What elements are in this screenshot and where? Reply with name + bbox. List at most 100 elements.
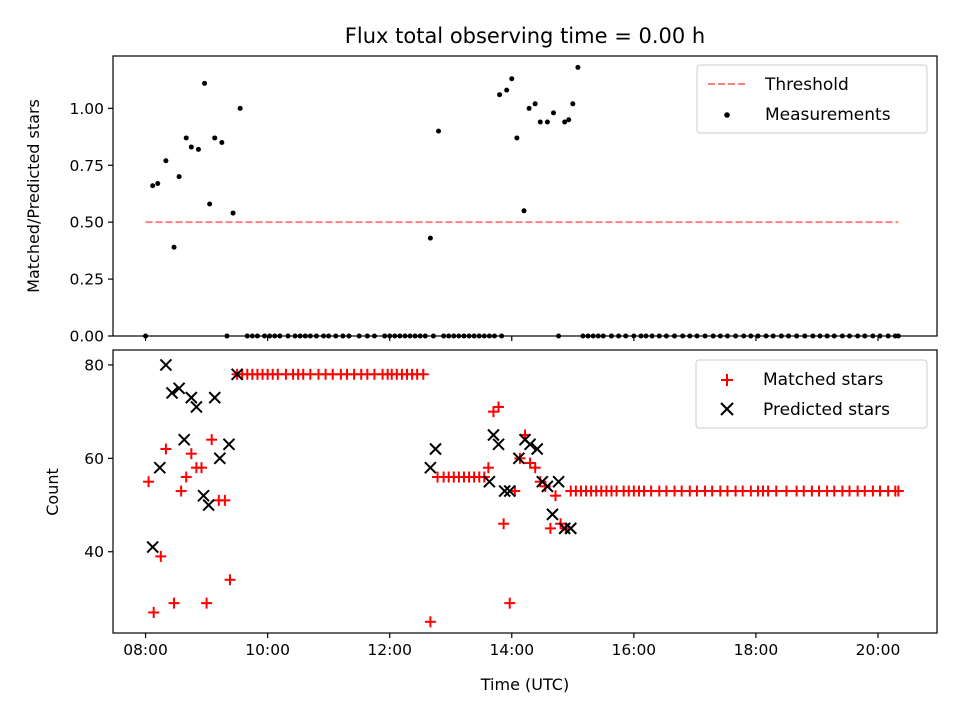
predicted-stars-point	[159, 358, 173, 372]
x-tick-label: 10:00	[245, 641, 290, 659]
predicted-stars-point	[564, 522, 577, 535]
bottom-panel: 08:00 10:00 12:00 14:00 16:00 18:00 20:00 40 60 8…	[43, 349, 938, 694]
measurements-point	[202, 80, 208, 86]
measurements-point	[183, 135, 189, 141]
predicted-stars-point	[429, 442, 442, 456]
y-tick-label: 0.50	[69, 214, 104, 232]
measurements-point	[237, 105, 243, 111]
measurements-point	[570, 101, 576, 107]
measurements-point	[219, 140, 225, 146]
predicted-stars-point	[230, 368, 244, 381]
matched-stars-point	[196, 462, 208, 474]
matched-stars-point	[417, 368, 429, 380]
predicted-stars-point	[541, 480, 554, 493]
measurements-point	[150, 183, 156, 189]
matched-stars-point	[201, 597, 213, 609]
predicted-stars-point	[197, 489, 210, 502]
y-tick-label: 40	[84, 543, 104, 561]
matched-stars-point	[185, 448, 197, 460]
measurements-point	[514, 135, 520, 141]
matched-stars-point	[424, 616, 436, 628]
predicted-stars-point	[512, 452, 526, 465]
predicted-stars-point	[146, 540, 159, 554]
measurements-point	[207, 201, 213, 207]
predicted-stars-point	[178, 433, 191, 446]
matched-stars-legend-label: Matched stars	[763, 370, 883, 390]
predicted-stars-point	[523, 438, 537, 451]
matched-stars-point	[180, 471, 192, 483]
matched-stars-point	[498, 518, 510, 530]
matched-stars-point	[493, 401, 505, 413]
matched-stars-point	[529, 462, 541, 474]
predicted-stars-point	[552, 475, 565, 488]
predicted-stars-point	[222, 438, 236, 451]
measurements-point	[562, 119, 568, 125]
measurements-legend-label: Measurements	[765, 105, 891, 125]
predicted-stars-point	[492, 438, 505, 451]
bottom-axes-frame	[112, 349, 938, 634]
matched-stars-point	[160, 443, 172, 455]
predicted-stars-point	[165, 386, 179, 400]
measurements-point	[566, 117, 572, 123]
measurements-point	[155, 180, 161, 186]
measurements-point	[176, 174, 182, 180]
matched-stars-point	[487, 406, 499, 418]
x-tick-label: 18:00	[734, 641, 779, 659]
predicted-stars-point	[185, 391, 198, 404]
measurements-point	[497, 92, 503, 98]
predicted-stars-legend-marker	[720, 402, 734, 416]
matched-stars-point	[544, 522, 556, 534]
threshold-legend-label: Threshold	[764, 75, 849, 95]
predicted-stars-point	[153, 461, 167, 474]
measurements-point	[537, 119, 543, 125]
bottom-axes: 08:00 10:00 12:00 14:00 16:00 18:00 20:00 40 60 8…	[84, 356, 900, 659]
measurements-point	[575, 64, 581, 70]
matched-stars-point	[175, 485, 187, 497]
matched-stars-point	[148, 606, 160, 618]
measurements-point	[163, 158, 169, 164]
measurements-point	[195, 146, 201, 152]
bottom-plot-marks	[143, 358, 904, 628]
top-axes-frame	[112, 55, 938, 337]
measurements-point	[521, 208, 527, 214]
measurements-point	[532, 101, 538, 107]
top-y-axis-label: Matched/Predicted stars	[24, 99, 43, 293]
x-tick-label: 16:00	[612, 641, 657, 659]
top-plot-marks	[143, 64, 901, 339]
matched-stars-point	[509, 485, 521, 497]
top-legend: Threshold Measurements	[696, 64, 928, 134]
y-tick-label: 60	[84, 450, 104, 468]
x-tick-label: 08:00	[123, 641, 168, 659]
measurements-legend-marker	[724, 112, 730, 118]
measurements-point	[212, 135, 218, 141]
matched-stars-point	[143, 476, 155, 488]
predicted-stars-point	[531, 442, 544, 456]
bottom-legend-frame	[695, 359, 928, 429]
x-tick-label: 14:00	[489, 641, 534, 659]
matched-stars-point	[206, 434, 218, 446]
bottom-legend: Matched stars Predicted stars	[695, 359, 928, 429]
predicted-stars-legend-label: Predicted stars	[763, 400, 890, 420]
matched-stars-point	[504, 597, 516, 609]
predicted-stars-point	[424, 461, 437, 474]
measurements-point	[550, 110, 556, 116]
y-tick-label: 80	[84, 356, 104, 374]
matched-stars-legend-marker	[721, 374, 733, 386]
matched-stars-point	[482, 462, 494, 474]
predicted-stars-point	[546, 508, 559, 521]
matched-stars-point	[780, 485, 792, 497]
matched-stars-point	[224, 574, 236, 586]
measurements-point	[544, 119, 550, 125]
measurements-point	[230, 210, 236, 216]
y-tick-label: 0.25	[69, 271, 104, 289]
matched-stars-point	[539, 480, 551, 492]
predicted-stars-point	[487, 428, 500, 442]
matched-stars-point	[892, 485, 904, 497]
matched-stars-point	[168, 597, 180, 609]
top-legend-frame	[696, 64, 928, 134]
predicted-stars-point	[498, 484, 511, 498]
x-tick-label: 20:00	[856, 641, 901, 659]
matched-stars-point	[524, 457, 536, 469]
measurements-point	[526, 105, 532, 111]
